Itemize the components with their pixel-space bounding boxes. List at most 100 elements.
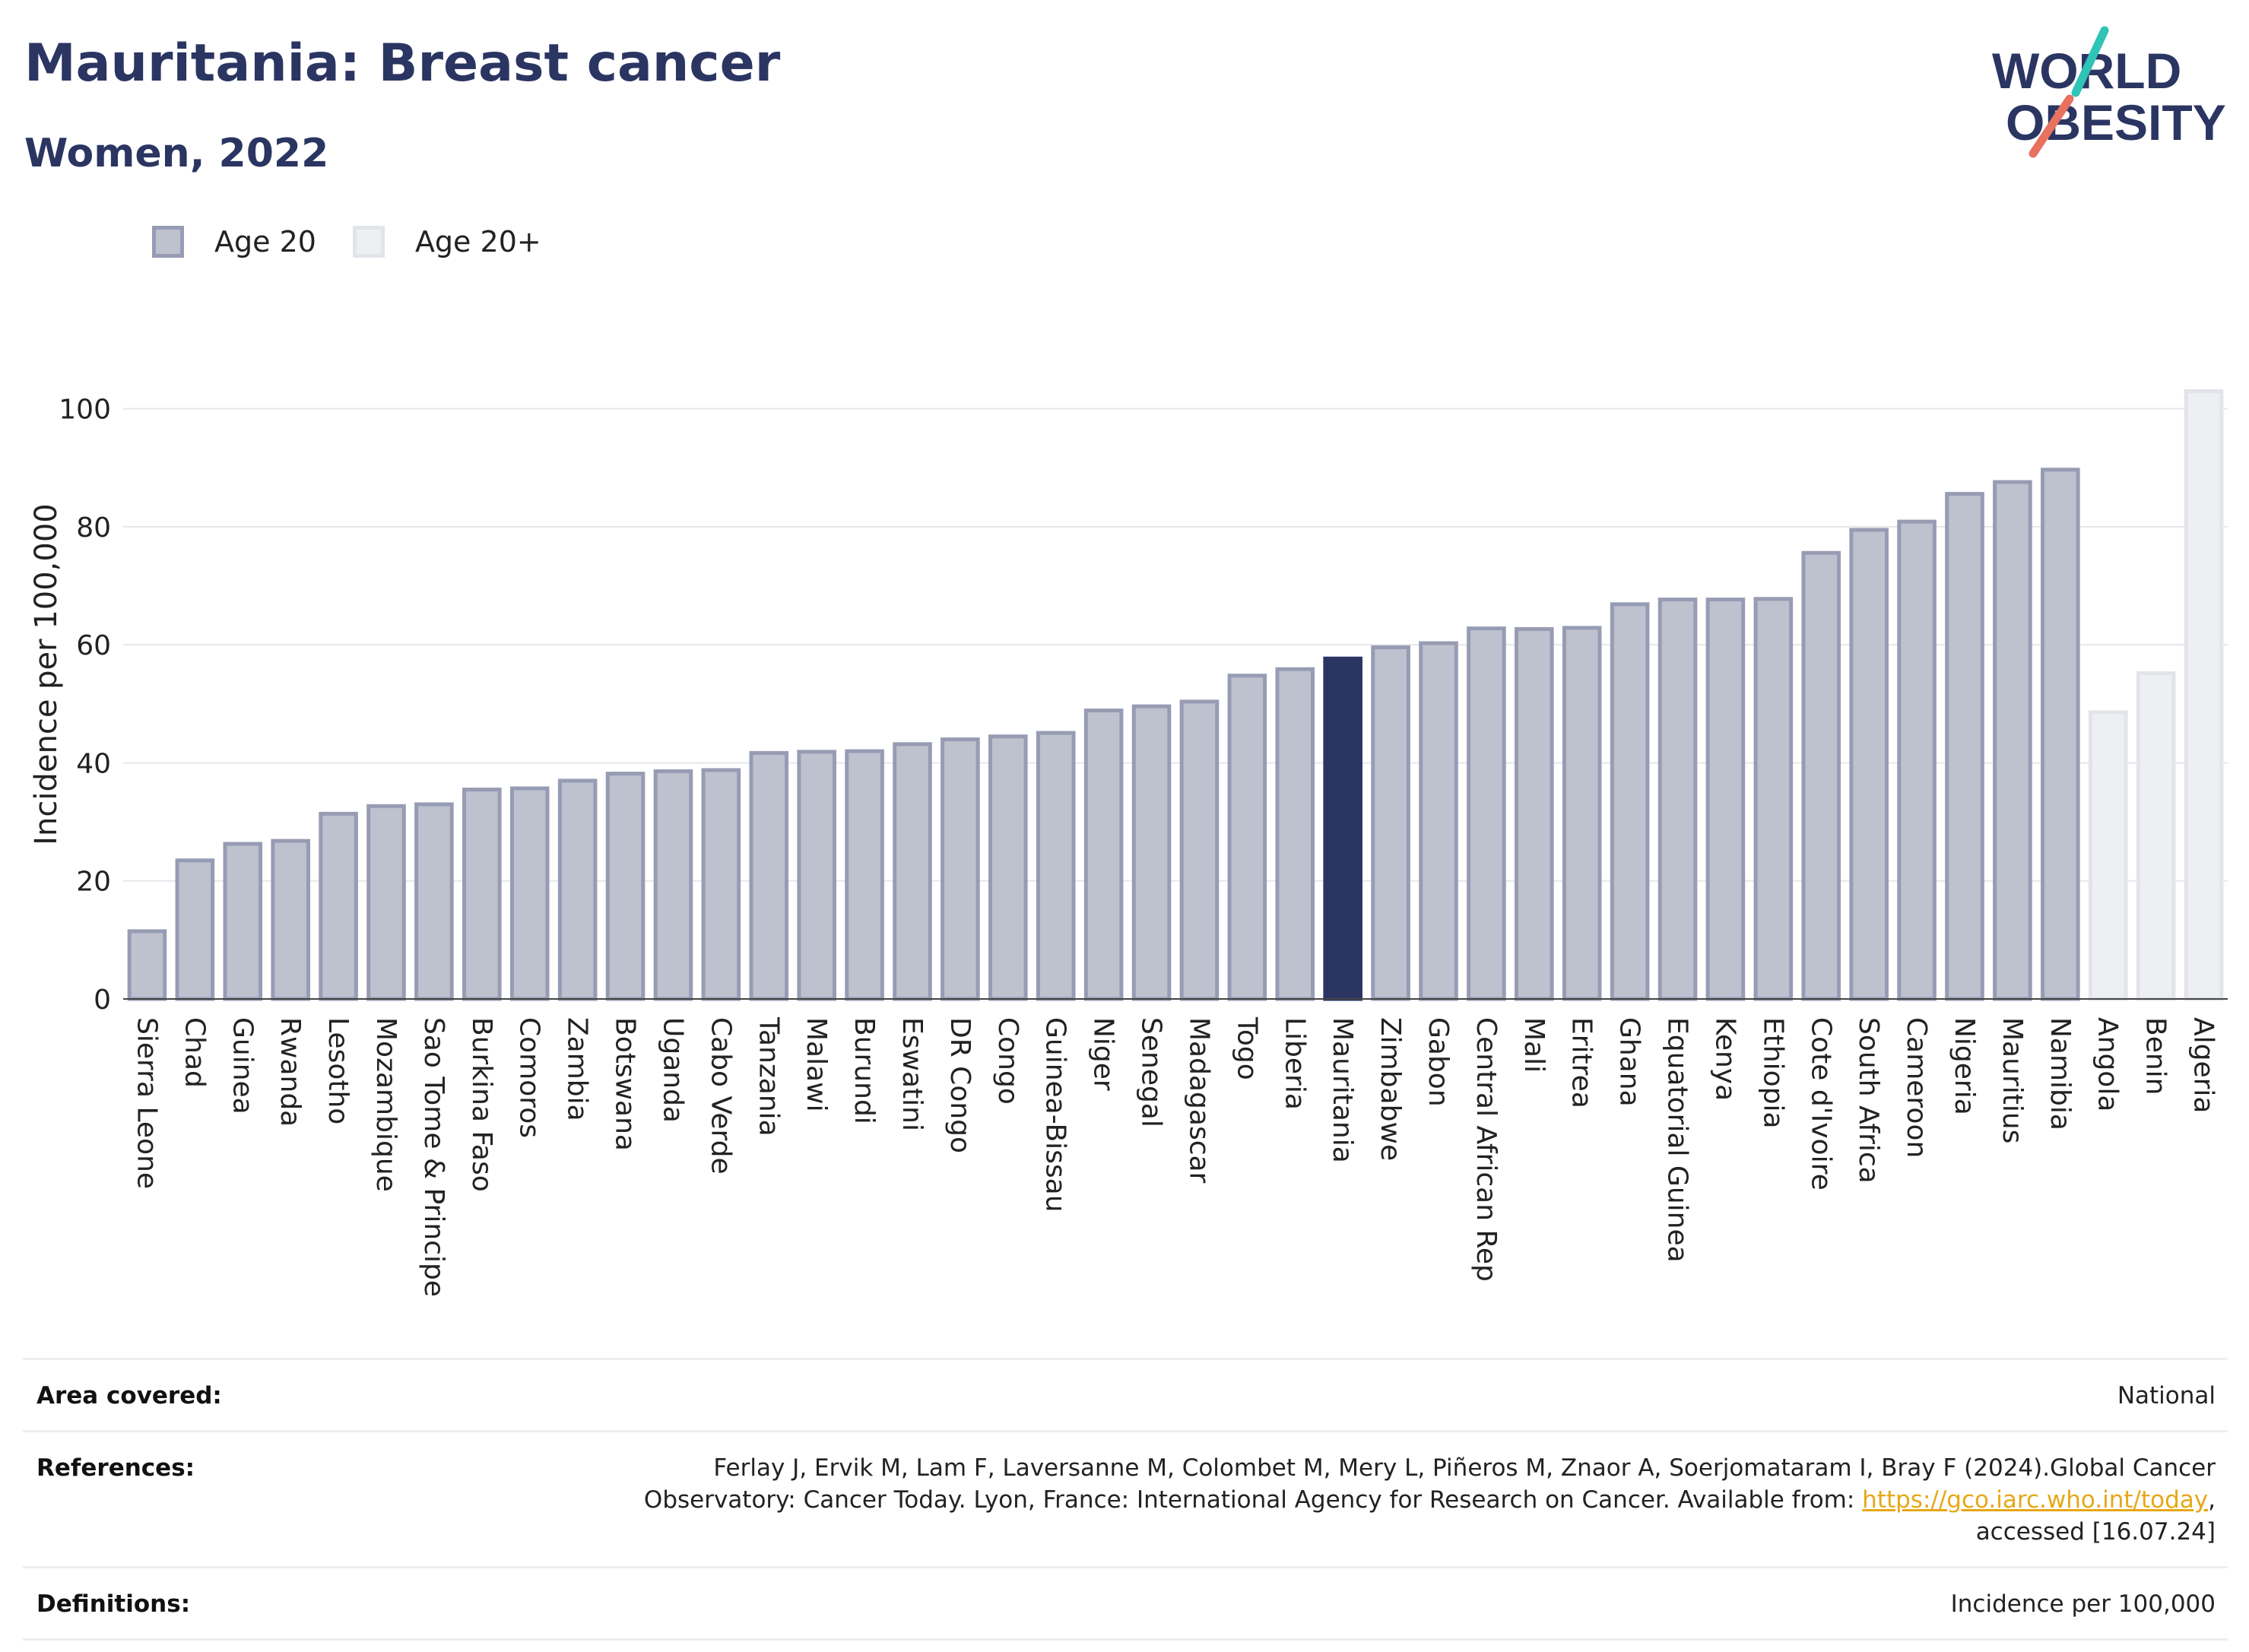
x-tick-label: Guinea-Bissau <box>1040 1017 1071 1213</box>
references-link[interactable]: https://gco.iarc.who.int/today <box>1862 1486 2209 1514</box>
x-tick-label: Mauritania <box>1327 1017 1358 1163</box>
y-tick-label: 40 <box>76 748 111 779</box>
x-tick-label: Namibia <box>2044 1017 2076 1130</box>
bar-central-african-rep <box>1467 626 1506 1001</box>
area-covered-label: Area covered: <box>36 1382 222 1409</box>
bar-angola <box>2088 710 2128 1001</box>
x-tick-label: Rwanda <box>274 1017 306 1127</box>
legend-item-age20plus[interactable]: Age 20+ <box>352 225 541 258</box>
definitions-value: Incidence per 100,000 <box>1950 1590 2216 1618</box>
x-tick-label: Cote d'Ivoire <box>1805 1017 1836 1191</box>
bar-benin <box>2136 671 2176 1001</box>
x-tick-label: Algeria <box>2188 1017 2219 1114</box>
bar-cameroon <box>1897 519 1937 1001</box>
bar-mauritania <box>1323 656 1362 1001</box>
bar-comoros <box>509 786 550 1001</box>
x-tick-label: Mali <box>1518 1017 1550 1073</box>
logo-slash-coral <box>2029 94 2074 158</box>
x-tick-label: Gabon <box>1423 1017 1454 1107</box>
x-tick-label: Cameroon <box>1901 1017 1932 1158</box>
references-accessed: , accessed [16.07.24] <box>1975 1486 2216 1546</box>
bar-burundi <box>845 749 884 1001</box>
info-table: Area covered: National References: Ferla… <box>23 1358 2228 1641</box>
y-axis-title: Incidence per 100,000 <box>29 503 64 845</box>
bar-ghana <box>1610 602 1650 1001</box>
x-tick-label: Burkina Faso <box>466 1017 497 1192</box>
bar-sao-tome-principe <box>414 802 454 1001</box>
world-obesity-logo: WORLD OBESITY <box>1992 26 2226 158</box>
bar-cabo-verde <box>701 768 741 1001</box>
x-tick-label: Burundi <box>849 1017 880 1124</box>
references-label: References: <box>36 1454 195 1482</box>
y-tick-label: 60 <box>76 630 111 661</box>
x-tick-label: Eritrea <box>1566 1017 1597 1108</box>
x-tick-label: Kenya <box>1709 1017 1740 1101</box>
x-tick-label: Sierra Leone <box>131 1017 162 1189</box>
x-tick-label: Sao Tome & Principe <box>418 1017 449 1297</box>
bar-mauritius <box>1993 480 2032 1001</box>
bar-guinea <box>223 842 263 1001</box>
bar-mozambique <box>366 804 406 1001</box>
bar-madagascar <box>1179 699 1220 1001</box>
bar-niger <box>1083 709 1124 1001</box>
x-tick-label: Congo <box>992 1017 1023 1105</box>
bar-togo <box>1227 674 1267 1001</box>
x-tick-label: Ghana <box>1614 1017 1645 1107</box>
bar-malawi <box>797 750 836 1001</box>
x-tick-label: Guinea <box>227 1017 258 1115</box>
x-tick-label: Benin <box>2140 1017 2171 1095</box>
x-tick-label: Equatorial Guinea <box>1662 1017 1693 1263</box>
y-tick-label: 20 <box>76 867 111 898</box>
bar-gabon <box>1419 641 1458 1001</box>
x-tick-label: Malawi <box>801 1017 832 1112</box>
x-tick-label: Ethiopia <box>1757 1017 1788 1129</box>
x-tick-label: South Africa <box>1853 1017 1884 1184</box>
bar-south-africa <box>1849 528 1889 1001</box>
bar-zambia <box>557 778 598 1001</box>
chart-title: Mauritania: Breast cancer <box>24 33 781 94</box>
bar-burkina-faso <box>462 788 502 1001</box>
x-tick-label: Botswana <box>610 1017 641 1151</box>
bar-chad <box>175 858 215 1001</box>
bar-cote-d-ivoire <box>1801 550 1841 1001</box>
x-tick-label: Niger <box>1088 1017 1119 1091</box>
x-tick-label: Zambia <box>562 1017 593 1121</box>
y-tick-label: 80 <box>76 512 111 544</box>
bar-zimbabwe <box>1371 645 1410 1001</box>
bar-chart: 0 20 40 60 80 100 Incidence per 100,000 Sierra … <box>29 389 2228 1297</box>
legend-label-age20: Age 20 <box>214 225 316 258</box>
x-tick-label: Cabo Verde <box>705 1017 736 1175</box>
y-tick-label: 0 <box>94 985 111 1016</box>
x-tick-label: Eswatini <box>896 1017 928 1131</box>
x-tick-label: Central African Rep <box>1470 1017 1502 1282</box>
x-tick-label: Mozambique <box>370 1017 401 1192</box>
bar-eswatini <box>893 742 932 1001</box>
x-tick-label: Tanzania <box>753 1016 784 1137</box>
bar-botswana <box>605 772 646 1001</box>
x-tick-label: Angola <box>2092 1017 2124 1111</box>
bar-uganda <box>653 769 693 1001</box>
legend-item-age20[interactable]: Age 20 <box>152 225 316 258</box>
y-tick-label: 100 <box>59 395 111 426</box>
bar-tanzania <box>749 750 789 1001</box>
x-tick-label: Madagascar <box>1183 1017 1214 1184</box>
bar-mali <box>1515 626 1554 1001</box>
x-tick-label: Senegal <box>1136 1017 1167 1127</box>
legend-swatch-age20plus <box>352 226 385 258</box>
x-tick-label: Togo <box>1231 1016 1262 1080</box>
x-tick-label: Uganda <box>657 1017 688 1123</box>
chart-subtitle: Women, 2022 <box>24 131 329 176</box>
bar-eritrea <box>1562 626 1602 1001</box>
bar-nigeria <box>1945 492 1984 1001</box>
bar-liberia <box>1275 667 1315 1001</box>
x-tick-label: Mauritius <box>1997 1017 2028 1143</box>
bar-rwanda <box>271 839 310 1001</box>
info-row-references: References: Ferlay J, Ervik M, Lam F, La… <box>23 1430 2228 1566</box>
bar-sierra-leone <box>127 929 167 1001</box>
info-row-definitions: Definitions: Incidence per 100,000 <box>23 1566 2228 1641</box>
x-tick-label: Nigeria <box>1949 1017 1980 1115</box>
bar-senegal <box>1131 704 1172 1001</box>
references-value: Ferlay J, Ervik M, Lam F, Laversanne M, … <box>581 1452 2216 1548</box>
logo-slash-teal <box>2071 26 2109 97</box>
bar-namibia <box>2041 468 2080 1001</box>
